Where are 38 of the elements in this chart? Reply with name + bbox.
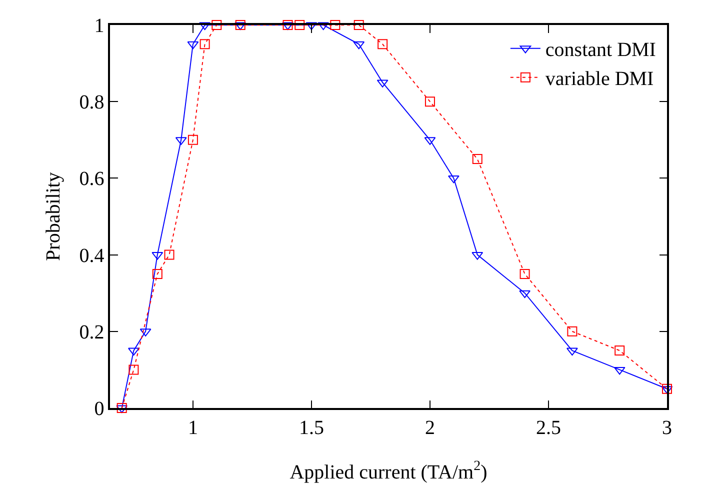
x-tick-label: 3: [662, 416, 672, 439]
x-tick-label: 2.5: [536, 416, 561, 439]
y-axis-title: Probability: [42, 172, 64, 261]
y-tick-label: 0.6: [79, 168, 104, 190]
x-axis-title: Applied current (TA/m$^{2}$): [290, 459, 488, 484]
point: [187, 41, 199, 50]
point: [448, 175, 460, 184]
x-tick-label: 1: [188, 416, 198, 439]
point: [662, 384, 672, 394]
point: [128, 348, 140, 356]
point: [128, 364, 139, 375]
x-tick-label: 2: [424, 416, 435, 439]
point: [614, 366, 626, 375]
point: [566, 348, 578, 356]
point: [614, 346, 625, 356]
legend-label: constant DMI: [545, 39, 656, 62]
point: [294, 20, 305, 30]
y-tick-label: 0: [94, 398, 104, 420]
point: [519, 290, 530, 298]
point: [520, 268, 530, 279]
point: [330, 20, 340, 30]
point: [164, 250, 174, 260]
point: [567, 326, 578, 336]
point: [378, 39, 388, 50]
point: [354, 20, 364, 30]
legend-label: variable DMI: [545, 68, 654, 90]
point: [152, 268, 162, 279]
y-tick-label: 0.8: [79, 92, 104, 114]
y-tick-label: 0.2: [79, 321, 104, 344]
point: [472, 154, 482, 164]
point: [212, 20, 222, 30]
y-tick-label: 0.4: [79, 244, 104, 267]
point: [353, 41, 365, 50]
point: [424, 96, 435, 107]
point: [188, 134, 198, 145]
y-tick-label: 1: [94, 15, 104, 37]
point: [200, 39, 210, 50]
x-tick-label: 1.5: [298, 416, 324, 439]
